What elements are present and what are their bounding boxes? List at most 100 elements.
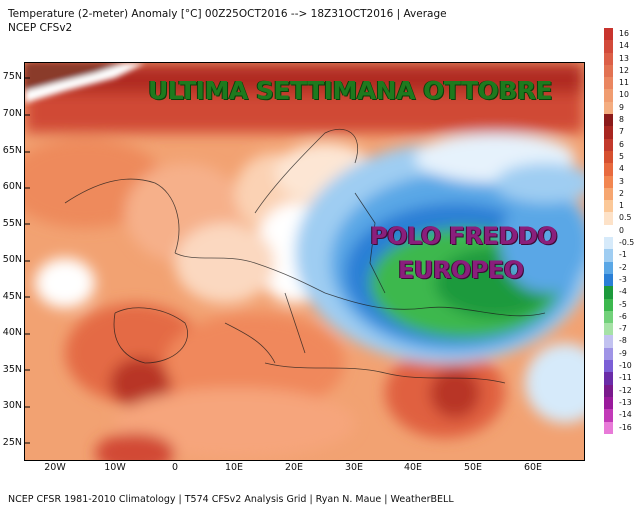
lon-label: 40E <box>403 462 423 473</box>
colorbar-step: 13 <box>604 52 638 65</box>
colorbar-label: 5 <box>619 151 624 161</box>
colorbar-label: 1 <box>619 201 624 211</box>
lon-label: 30E <box>344 462 364 473</box>
colorbar-label: -9 <box>619 348 627 358</box>
colorbar-step: -8 <box>604 335 638 348</box>
colorbar-label: -8 <box>619 336 627 346</box>
colorbar-swatch <box>604 237 613 250</box>
colorbar-swatch <box>604 52 613 65</box>
colorbar-label: -5 <box>619 299 627 309</box>
colorbar-step: 10 <box>604 89 638 102</box>
colorbar-step: 5 <box>604 150 638 164</box>
colorbar-step: -12 <box>604 384 638 397</box>
lon-label: 0 <box>171 462 179 473</box>
colorbar-label: 11 <box>619 78 629 88</box>
colorbar-step: -11 <box>604 372 638 385</box>
lon-label: 20W <box>44 462 66 473</box>
colorbar-swatch <box>604 212 613 225</box>
headline-annotation: ULTIMA SETTIMANA OTTOBRE <box>148 76 553 105</box>
colorbar-step: 16 <box>604 28 638 41</box>
colorbar-swatch <box>604 114 613 127</box>
colorbar-step: -7 <box>604 323 638 336</box>
map-title: Temperature (2-meter) Anomaly [°C] 00Z25… <box>8 8 447 20</box>
colorbar-label: -13 <box>619 397 632 407</box>
colorbar-label: 0 <box>619 225 624 235</box>
cold-pole-annotation: EUROPEO <box>398 256 524 284</box>
lat-label: 25N <box>2 437 22 448</box>
colorbar-step: -5 <box>604 298 638 311</box>
colorbar-label: -16 <box>619 422 632 432</box>
colorbar-swatch <box>604 64 613 78</box>
colorbar-swatch <box>604 421 613 434</box>
colorbar-swatch <box>604 126 613 139</box>
colorbar-swatch <box>604 77 613 90</box>
colorbar-step: -10 <box>604 360 638 373</box>
lat-label: 30N <box>2 400 22 411</box>
colorbar-step: 0 <box>604 224 638 238</box>
colorbar-swatch <box>604 249 613 262</box>
colorbar-legend: 16 14 13 12 11 10 9 8 7 6 5 4 3 2 1 0.5 0 -0.5 -1 -2 -3 -4 -5 -… <box>604 28 638 434</box>
colorbar-label: 8 <box>619 115 624 125</box>
colorbar-label: -2 <box>619 262 627 272</box>
colorbar-step: -16 <box>604 421 638 434</box>
colorbar-swatch <box>604 286 613 299</box>
colorbar-swatch <box>604 150 613 164</box>
colorbar-label: -12 <box>619 385 632 395</box>
colorbar-step: 4 <box>604 163 638 176</box>
lon-label: 10W <box>104 462 126 473</box>
lon-label: 20E <box>284 462 304 473</box>
colorbar-label: -6 <box>619 311 627 321</box>
colorbar-swatch <box>604 200 613 213</box>
colorbar-step: -13 <box>604 396 638 410</box>
cold-pole-annotation: POLO FREDDO <box>370 222 558 250</box>
colorbar-swatch <box>604 396 613 410</box>
colorbar-step: -6 <box>604 310 638 324</box>
colorbar-label: 2 <box>619 188 624 198</box>
colorbar-step: 12 <box>604 64 638 78</box>
model-name: NCEP CFSv2 <box>8 22 73 34</box>
colorbar-swatch <box>604 372 613 385</box>
colorbar-label: -14 <box>619 410 632 420</box>
colorbar-label: 0.5 <box>619 213 632 223</box>
colorbar-swatch <box>604 409 613 422</box>
colorbar-label: 7 <box>619 127 624 137</box>
colorbar-label: 3 <box>619 176 624 186</box>
colorbar-step: -3 <box>604 273 638 287</box>
colorbar-step: 11 <box>604 77 638 90</box>
colorbar-swatch <box>604 224 613 238</box>
colorbar-step: -0.5 <box>604 237 638 250</box>
colorbar-label: 12 <box>619 65 629 75</box>
lon-label: 10E <box>224 462 244 473</box>
lat-label: 35N <box>2 364 22 375</box>
lon-label: 60E <box>523 462 543 473</box>
colorbar-step: -4 <box>604 286 638 299</box>
colorbar-step: 8 <box>604 114 638 127</box>
colorbar-label: 10 <box>619 90 629 100</box>
colorbar-label: -3 <box>619 274 627 284</box>
lat-label: 75N <box>2 71 22 82</box>
colorbar-swatch <box>604 163 613 176</box>
colorbar-swatch <box>604 261 613 274</box>
colorbar-swatch <box>604 273 613 287</box>
lat-label: 60N <box>2 181 22 192</box>
lat-label: 40N <box>2 327 22 338</box>
colorbar-label: -10 <box>619 361 632 371</box>
colorbar-swatch <box>604 89 613 102</box>
lat-label: 45N <box>2 291 22 302</box>
colorbar-swatch <box>604 298 613 311</box>
colorbar-label: 16 <box>619 29 629 38</box>
lat-label: 70N <box>2 108 22 119</box>
colorbar-step: 1 <box>604 200 638 213</box>
colorbar-swatch <box>604 28 613 41</box>
colorbar-label: 4 <box>619 164 624 174</box>
colorbar-step: 7 <box>604 126 638 139</box>
colorbar-swatch <box>604 347 613 361</box>
colorbar-swatch <box>604 384 613 397</box>
colorbar-label: 13 <box>619 53 629 63</box>
colorbar-step: 6 <box>604 138 638 151</box>
colorbar-step: -14 <box>604 409 638 422</box>
colorbar-label: 6 <box>619 139 624 149</box>
colorbar-swatch <box>604 187 613 201</box>
colorbar-swatch <box>604 310 613 324</box>
colorbar-swatch <box>604 335 613 348</box>
